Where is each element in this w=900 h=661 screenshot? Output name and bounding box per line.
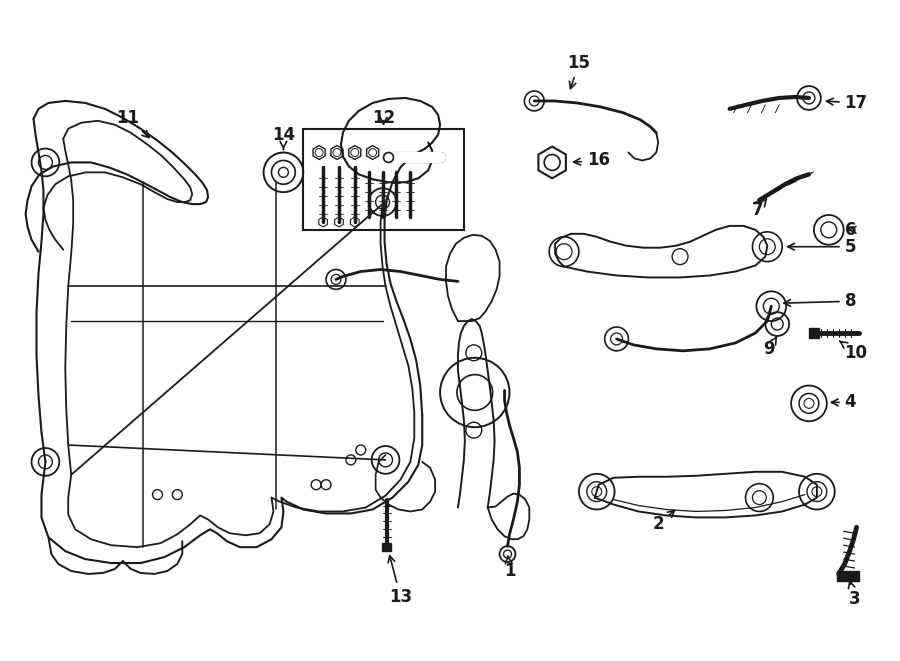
Text: 8: 8	[784, 292, 856, 310]
Text: 14: 14	[272, 126, 295, 149]
Text: 15: 15	[567, 54, 590, 89]
Text: 9: 9	[763, 337, 777, 358]
Text: 4: 4	[832, 393, 856, 411]
Text: 1: 1	[504, 556, 515, 580]
Text: 7: 7	[752, 199, 767, 219]
Text: 3: 3	[849, 582, 860, 607]
Text: 16: 16	[573, 151, 610, 169]
Text: 12: 12	[372, 109, 395, 127]
Text: 2: 2	[652, 510, 674, 533]
Bar	[382, 543, 392, 551]
Text: 13: 13	[388, 556, 412, 605]
Text: 5: 5	[788, 238, 856, 256]
Bar	[837, 571, 859, 581]
Text: 10: 10	[840, 341, 868, 362]
Bar	[303, 129, 464, 230]
Text: 17: 17	[826, 94, 868, 112]
Text: 11: 11	[116, 109, 149, 137]
Bar	[809, 328, 819, 338]
Text: 6: 6	[845, 221, 856, 239]
